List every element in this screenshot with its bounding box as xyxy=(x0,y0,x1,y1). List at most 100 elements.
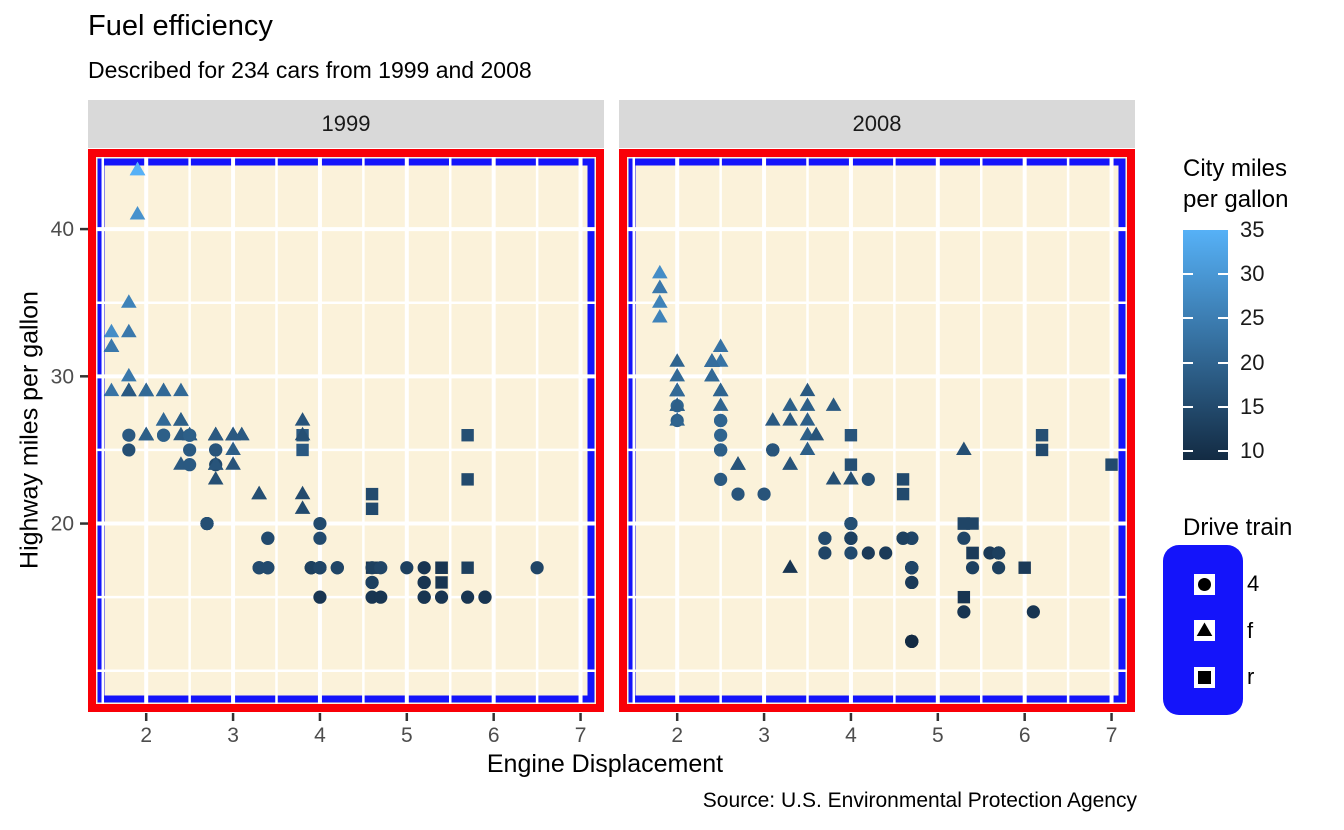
data-point-circle xyxy=(313,561,327,575)
data-point-circle xyxy=(156,428,171,442)
panel-inner-border xyxy=(97,158,595,703)
data-point-triangle xyxy=(669,397,686,411)
data-point-circle xyxy=(844,546,858,560)
data-point-square xyxy=(957,590,971,604)
x-tick-label: 7 xyxy=(575,724,587,747)
data-point-circle xyxy=(905,634,919,648)
data-point-circle xyxy=(122,443,136,457)
data-point-circle xyxy=(992,561,1006,575)
shape-legend-key-4 xyxy=(1193,573,1215,595)
data-point-triangle xyxy=(669,353,686,367)
data-point-triangle xyxy=(207,426,224,441)
data-point-triangle xyxy=(782,456,798,470)
x-axis-title: Engine Displacement xyxy=(486,750,724,778)
shape-legend-label: r xyxy=(1247,664,1255,689)
data-point-circle xyxy=(965,561,980,575)
data-point-triangle xyxy=(712,382,729,397)
colorbar-tick-mark xyxy=(1218,450,1228,453)
colorbar-tick-label: 20 xyxy=(1240,349,1265,375)
data-point-triangle xyxy=(129,205,146,220)
data-point-triangle xyxy=(155,382,172,397)
data-point-square xyxy=(365,487,379,501)
data-point-square xyxy=(1018,561,1031,574)
colorbar-title-line2: per gallon xyxy=(1183,186,1289,213)
data-point-triangle xyxy=(799,397,816,411)
data-point-circle xyxy=(122,428,136,442)
data-point-circle xyxy=(434,590,449,604)
data-point-square xyxy=(896,487,910,501)
data-point-square xyxy=(1035,429,1049,442)
plot-subtitle: Described for 234 cars from 1999 and 200… xyxy=(88,57,532,83)
data-point-square xyxy=(461,473,474,486)
panel-outer-border xyxy=(88,149,604,712)
facet-panel-2008: 2 3 4 5 6 7 xyxy=(619,149,1135,747)
data-point-circle xyxy=(417,575,431,590)
data-point-square xyxy=(435,576,448,589)
colorbar-tick-label: 25 xyxy=(1240,305,1265,331)
colorbar-tick-label: 35 xyxy=(1240,217,1265,242)
data-point-circle xyxy=(714,428,728,442)
plot-title: Fuel efficiency xyxy=(88,10,273,42)
data-point-circle xyxy=(261,561,275,575)
data-point-triangle xyxy=(103,323,120,338)
data-point-circle xyxy=(957,531,971,545)
data-point-triangle xyxy=(652,294,668,308)
x-tick-label: 2 xyxy=(140,724,152,747)
data-point-triangle xyxy=(704,367,720,382)
x-tick-label: 7 xyxy=(1106,724,1118,747)
data-point-triangle xyxy=(669,412,686,426)
data-point-triangle xyxy=(294,426,311,441)
data-point-circle xyxy=(879,546,893,560)
colorbar-gradient: 35 30 25 20 15 10 xyxy=(1183,217,1264,463)
data-point-triangle xyxy=(652,309,668,323)
data-point-square xyxy=(1105,458,1118,471)
data-point-square xyxy=(1035,443,1049,457)
data-point-circle xyxy=(183,443,197,457)
data-point-triangle xyxy=(782,412,798,426)
data-point-triangle xyxy=(782,397,798,411)
x-tick-label: 2 xyxy=(671,724,683,747)
data-point-triangle xyxy=(764,412,781,426)
data-point-circle xyxy=(714,443,728,457)
colorbar-tick-label: 10 xyxy=(1240,438,1265,464)
data-point-circle xyxy=(183,458,197,472)
data-point-triangle xyxy=(129,161,146,176)
data-point-circle xyxy=(861,546,875,560)
x-tick-label: 3 xyxy=(758,724,770,747)
data-point-circle xyxy=(757,487,771,501)
data-point-circle xyxy=(478,590,492,604)
x-tick-label: 4 xyxy=(314,724,326,747)
data-point-circle xyxy=(417,590,431,604)
x-tick-label: 6 xyxy=(488,724,500,747)
panel-inner-border xyxy=(628,158,1126,703)
x-tick-label: 5 xyxy=(401,724,413,747)
circle-icon xyxy=(1197,577,1211,591)
data-point-circle xyxy=(374,590,388,604)
data-point-square xyxy=(896,473,910,486)
shape-legend-key-r xyxy=(1193,666,1215,688)
data-point-circle xyxy=(957,605,971,619)
data-point-circle xyxy=(731,487,745,501)
data-point-circle xyxy=(183,428,197,442)
colorbar-tick-mark xyxy=(1218,317,1228,320)
data-point-circle xyxy=(714,472,728,486)
data-point-triangle xyxy=(103,338,120,352)
data-point-triangle xyxy=(155,412,172,426)
data-point-triangle xyxy=(294,500,311,514)
data-point-circle xyxy=(861,472,875,486)
panel-outer-border xyxy=(619,149,1135,712)
data-point-circle xyxy=(818,531,832,545)
data-point-circle xyxy=(330,561,344,575)
data-point-triangle xyxy=(121,367,137,382)
data-point-circle xyxy=(374,561,388,575)
data-point-triangle xyxy=(103,382,120,397)
data-point-circle xyxy=(417,561,431,575)
data-point-triangle xyxy=(669,367,686,382)
data-point-square xyxy=(844,429,858,442)
data-point-triangle xyxy=(799,412,816,426)
data-point-circle xyxy=(261,531,275,545)
data-point-circle xyxy=(905,561,919,575)
data-point-triangle xyxy=(808,426,824,441)
data-point-triangle xyxy=(225,426,241,441)
shape-legend-key-f xyxy=(1193,620,1215,641)
